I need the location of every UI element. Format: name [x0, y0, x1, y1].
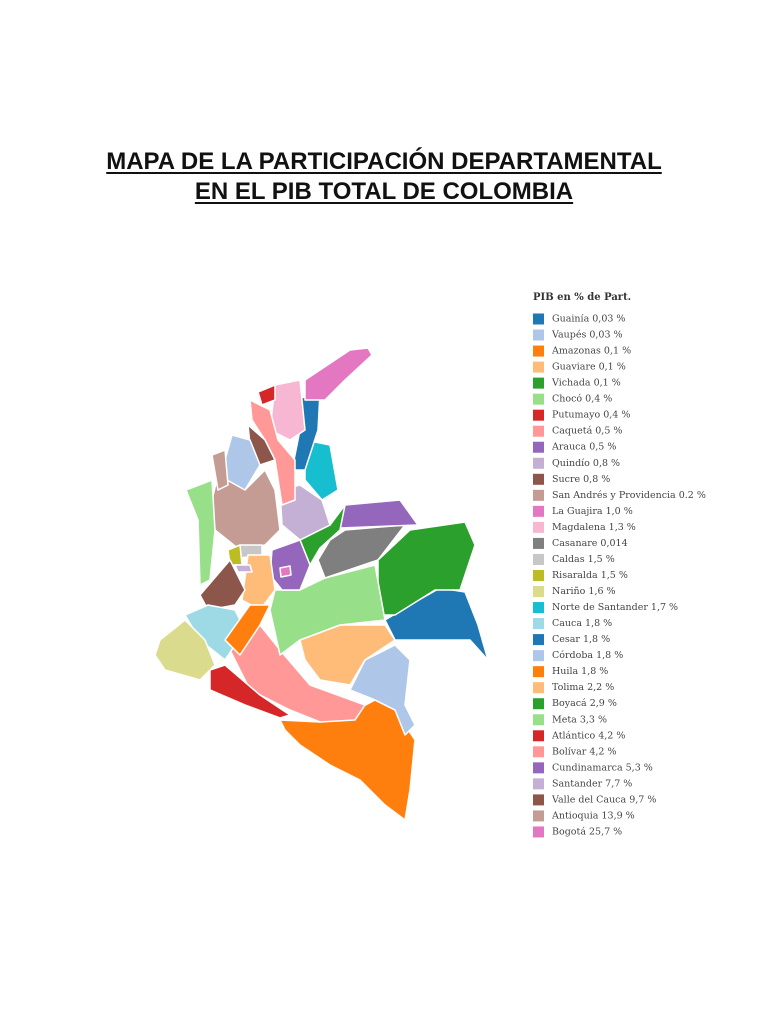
legend-label: Caldas 1,5 %: [552, 554, 615, 565]
legend-label: Guainía 0,03 %: [552, 314, 625, 325]
legend-swatch: [533, 473, 544, 485]
legend-swatch: [533, 714, 544, 726]
region: [339, 499, 419, 529]
legend-swatch: [533, 730, 544, 742]
legend-label: Cesar 1,8 %: [552, 634, 610, 645]
legend-swatch: [533, 569, 544, 581]
legend-swatch: [533, 329, 544, 341]
legend-label: Huila 1,8 %: [552, 666, 608, 677]
legend-label: Caquetá 0,5 %: [552, 426, 622, 437]
legend-label: Magdalena 1,3 %: [552, 522, 636, 533]
region: [209, 664, 291, 719]
legend-swatch: [533, 634, 544, 646]
region: [185, 479, 216, 586]
region: [229, 624, 366, 723]
legend-swatch: [533, 489, 544, 501]
legend-swatch: [533, 682, 544, 694]
legend: Guainía 0,03 % Vaupés 0,03 % Amazonas 0,1 …: [533, 313, 706, 838]
legend-label: Guaviare 0,1 %: [552, 362, 626, 373]
legend-label: Santander 7,7 %: [552, 778, 632, 789]
legend-label: Córdoba 1,8 %: [552, 650, 623, 661]
legend-label: San Andrés y Providencia 0.2 %: [552, 490, 706, 501]
legend-label: Quindío 0,8 %: [552, 458, 620, 469]
legend-swatch: [533, 794, 544, 806]
legend-swatch: [533, 521, 544, 533]
legend-title: PIB en % de Part.: [533, 292, 631, 303]
legend-label: Cundinamarca 5,3 %: [552, 762, 653, 773]
legend-swatch: [533, 746, 544, 758]
legend-swatch: [533, 361, 544, 373]
legend-swatch: [533, 345, 544, 357]
legend-label: Sucre 0,8 %: [552, 474, 610, 485]
legend-swatch: [533, 810, 544, 822]
legend-swatch: [533, 393, 544, 405]
region: [279, 565, 292, 578]
region: [349, 644, 416, 736]
legend-label: Tolima 2,2 %: [552, 682, 614, 693]
legend-swatch: [533, 425, 544, 437]
legend-swatch: [533, 618, 544, 630]
legend-label: Chocó 0,4 %: [552, 394, 612, 405]
legend-label: Nariño 1,6 %: [552, 586, 616, 597]
legend-label: Norte de Santander 1,7 %: [552, 602, 678, 613]
legend-swatch: [533, 762, 544, 774]
legend-swatch: [533, 698, 544, 710]
region: [241, 554, 276, 611]
legend-label: Bolívar 4,2 %: [552, 746, 617, 757]
region: [304, 439, 339, 501]
legend-label: Putumayo 0,4 %: [552, 410, 630, 421]
legend-label: Antioquia 13,9 %: [551, 810, 635, 821]
legend-swatch: [533, 313, 544, 325]
legend-swatch: [533, 505, 544, 517]
legend-swatch: [533, 650, 544, 662]
region: [304, 347, 373, 401]
legend-label: Bogotá 25,7 %: [552, 826, 622, 837]
title-line: EN EL PIB TOTAL DE COLOMBIA: [194, 178, 574, 205]
legend-label: Vichada 0,1 %: [551, 378, 621, 389]
legend-label: Meta 3,3 %: [552, 714, 607, 725]
legend-swatch: [533, 553, 544, 565]
legend-swatch: [533, 826, 544, 838]
region: [154, 619, 216, 681]
legend-swatch: [533, 457, 544, 469]
region: [211, 449, 229, 491]
legend-label: Atlántico 4,2 %: [551, 730, 625, 741]
region: [269, 564, 386, 656]
legend-label: Valle del Cauca 9,7 %: [551, 794, 656, 805]
title-line: MAPA DE LA PARTICIPACIÓN DEPARTAMENTAL: [106, 148, 662, 175]
region: [257, 384, 276, 406]
legend-swatch: [533, 586, 544, 598]
region: [249, 399, 296, 506]
legend-label: Cauca 1,8 %: [552, 618, 612, 629]
legend-label: Casanare 0,014: [552, 538, 628, 549]
legend-label: Boyacá 2,9 %: [552, 698, 617, 709]
legend-swatch: [533, 602, 544, 614]
legend-swatch: [533, 441, 544, 453]
legend-label: Vaupés 0,03 %: [551, 330, 623, 341]
region: [234, 564, 253, 573]
legend-swatch: [533, 377, 544, 389]
region: [317, 524, 406, 579]
map-regions: [154, 347, 489, 821]
legend-swatch: [533, 409, 544, 421]
legend-swatch: [533, 537, 544, 549]
legend-label: Risaralda 1,5 %: [552, 570, 628, 581]
region: [299, 624, 396, 686]
legend-label: La Guajira 1,0 %: [552, 506, 633, 517]
legend-swatch: [533, 666, 544, 678]
legend-label: Amazonas 0,1 %: [551, 346, 631, 357]
legend-swatch: [533, 778, 544, 790]
region: [224, 604, 271, 656]
legend-label: Arauca 0,5 %: [551, 442, 616, 453]
